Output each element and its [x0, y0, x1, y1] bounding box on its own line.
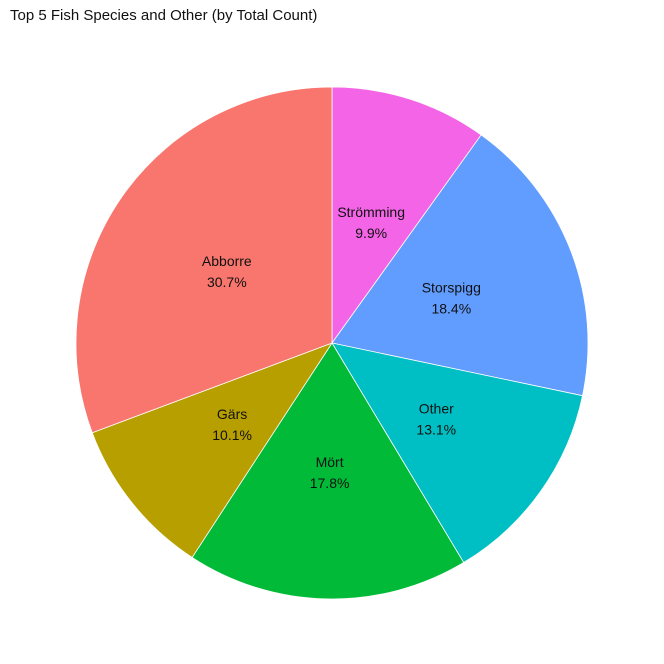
- chart-title: Top 5 Fish Species and Other (by Total C…: [10, 7, 318, 24]
- slice-percent-abborre: 30.7%: [207, 274, 247, 290]
- pie-slice-other: [331, 342, 583, 564]
- pie-slice-storspigg: [331, 134, 589, 397]
- slice-label-gars: Gärs: [217, 406, 247, 422]
- pie-slice-mort: [191, 342, 465, 600]
- slice-label-other: Other: [419, 400, 454, 416]
- pie-slices: [75, 86, 589, 600]
- slice-percent-gars: 10.1%: [212, 427, 252, 443]
- pie-labels: Strömming 9.9% Storspigg 18.4% Other 13.1% Mör…: [202, 204, 481, 491]
- slice-percent-storspigg: 18.4%: [431, 301, 471, 317]
- slice-label-abborre: Abborre: [202, 253, 252, 269]
- pie-slice-gars: [91, 342, 334, 558]
- slice-percent-mort: 17.8%: [310, 475, 350, 491]
- pie-slice-stromming: [331, 86, 482, 345]
- slice-label-mort: Mört: [316, 454, 344, 470]
- slice-label-stromming: Strömming: [337, 204, 405, 220]
- slice-label-storspigg: Storspigg: [422, 280, 481, 296]
- slice-percent-stromming: 9.9%: [355, 225, 387, 241]
- slice-percent-other: 13.1%: [416, 421, 456, 437]
- pie-slice-abborre: [75, 86, 333, 434]
